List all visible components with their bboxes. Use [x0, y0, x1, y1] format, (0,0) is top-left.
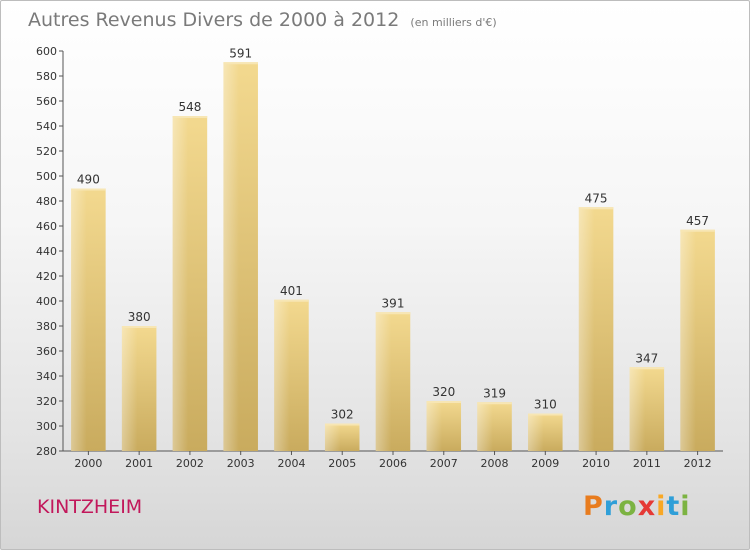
value-label: 347 [635, 351, 658, 365]
value-label: 401 [280, 284, 303, 298]
y-tick-label: 360 [36, 345, 57, 358]
value-label: 310 [534, 398, 557, 412]
logo-letter: i [656, 491, 667, 522]
bar-highlight [71, 188, 87, 451]
chart-title: Autres Revenus Divers de 2000 à 2012 [28, 9, 400, 31]
x-tick-label: 2011 [633, 457, 661, 470]
y-tick-label: 300 [36, 420, 57, 433]
logo-letter: P [583, 491, 604, 522]
y-tick-label: 540 [36, 120, 57, 133]
value-labels: 490 380 548 591 401 302 391 320 319 310 475 347 457 [77, 46, 709, 421]
value-label: 457 [686, 214, 709, 228]
y-tick-label: 340 [36, 370, 57, 383]
y-tick-label: 560 [36, 95, 57, 108]
title-row: Autres Revenus Divers de 2000 à 2012 (en… [28, 9, 497, 31]
logo-letter: i [680, 491, 691, 522]
bar-top [629, 367, 665, 370]
bars [71, 62, 715, 451]
bar-top [223, 62, 258, 65]
value-label: 591 [229, 46, 252, 60]
y-tick-label: 460 [36, 220, 57, 233]
y-tick-label: 380 [36, 320, 57, 333]
bar-top [324, 423, 360, 426]
bar-top [71, 188, 106, 191]
y-tick-label: 600 [36, 45, 57, 58]
bar-highlight [172, 116, 189, 451]
value-label: 391 [382, 296, 405, 310]
bar-highlight [223, 62, 239, 451]
bar-highlight [375, 312, 392, 451]
chart-subtitle: (en milliers d'€) [410, 16, 497, 29]
x-tick-label: 2004 [277, 457, 305, 470]
bar-highlight [680, 229, 696, 451]
bar-top [274, 299, 309, 302]
y-tick-label: 520 [36, 145, 57, 158]
logo-letter: x [637, 491, 657, 522]
x-tick-label: 2007 [430, 457, 458, 470]
bar-top [578, 207, 614, 210]
bar-highlight [477, 402, 493, 451]
value-label: 302 [331, 408, 354, 422]
bar-top [375, 312, 411, 315]
x-tick-label: 2002 [176, 457, 204, 470]
bar-highlight [121, 326, 138, 451]
y-tick-label: 280 [36, 445, 57, 458]
value-label: 475 [585, 191, 608, 205]
x-tick-label: 2003 [227, 457, 255, 470]
y-axis: 280 300 320 340 360 380 400 420 440 460 480 500 520 5… [36, 45, 64, 458]
y-tick-label: 440 [36, 245, 57, 258]
x-tick-label: 2010 [582, 457, 610, 470]
value-label: 490 [77, 173, 100, 187]
bar-highlight [578, 207, 595, 451]
bar-highlight [274, 299, 290, 451]
place-name: KINTZHEIM [37, 496, 143, 518]
x-axis: 2000 2001 2002 2003 2004 2005 2006 2007 2008 2009… [63, 450, 723, 470]
bar-top [121, 326, 157, 328]
x-tick-label: 2006 [379, 457, 407, 470]
value-label: 548 [178, 100, 201, 114]
x-tick-label: 2005 [328, 457, 356, 470]
y-tick-label: 580 [36, 70, 57, 83]
bar-top [426, 401, 462, 403]
logo-letter: r [603, 491, 619, 522]
bar-highlight [528, 413, 544, 451]
bar-top [528, 413, 563, 416]
bar-highlight [324, 423, 341, 451]
x-tick-label: 2012 [684, 457, 712, 470]
y-tick-label: 400 [36, 295, 57, 308]
bar-top [680, 229, 715, 232]
y-tick-label: 420 [36, 270, 57, 283]
value-label: 320 [432, 385, 455, 399]
logo-letter: o [618, 491, 638, 522]
x-tick-label: 2001 [125, 457, 153, 470]
y-tick-label: 500 [36, 170, 57, 183]
value-label: 319 [483, 386, 506, 400]
bar-highlight [426, 401, 443, 451]
y-tick-label: 480 [36, 195, 57, 208]
x-tick-label: 2000 [74, 457, 102, 470]
y-tick-label: 320 [36, 395, 57, 408]
bar-top [172, 116, 208, 118]
bar-highlight [629, 367, 646, 451]
value-label: 380 [128, 310, 151, 324]
logo-letter: t [666, 491, 681, 522]
proxiti-logo[interactable]: Proxiti [583, 491, 691, 522]
x-tick-label: 2008 [481, 457, 509, 470]
bar-top [477, 402, 512, 405]
x-tick-label: 2009 [531, 457, 559, 470]
